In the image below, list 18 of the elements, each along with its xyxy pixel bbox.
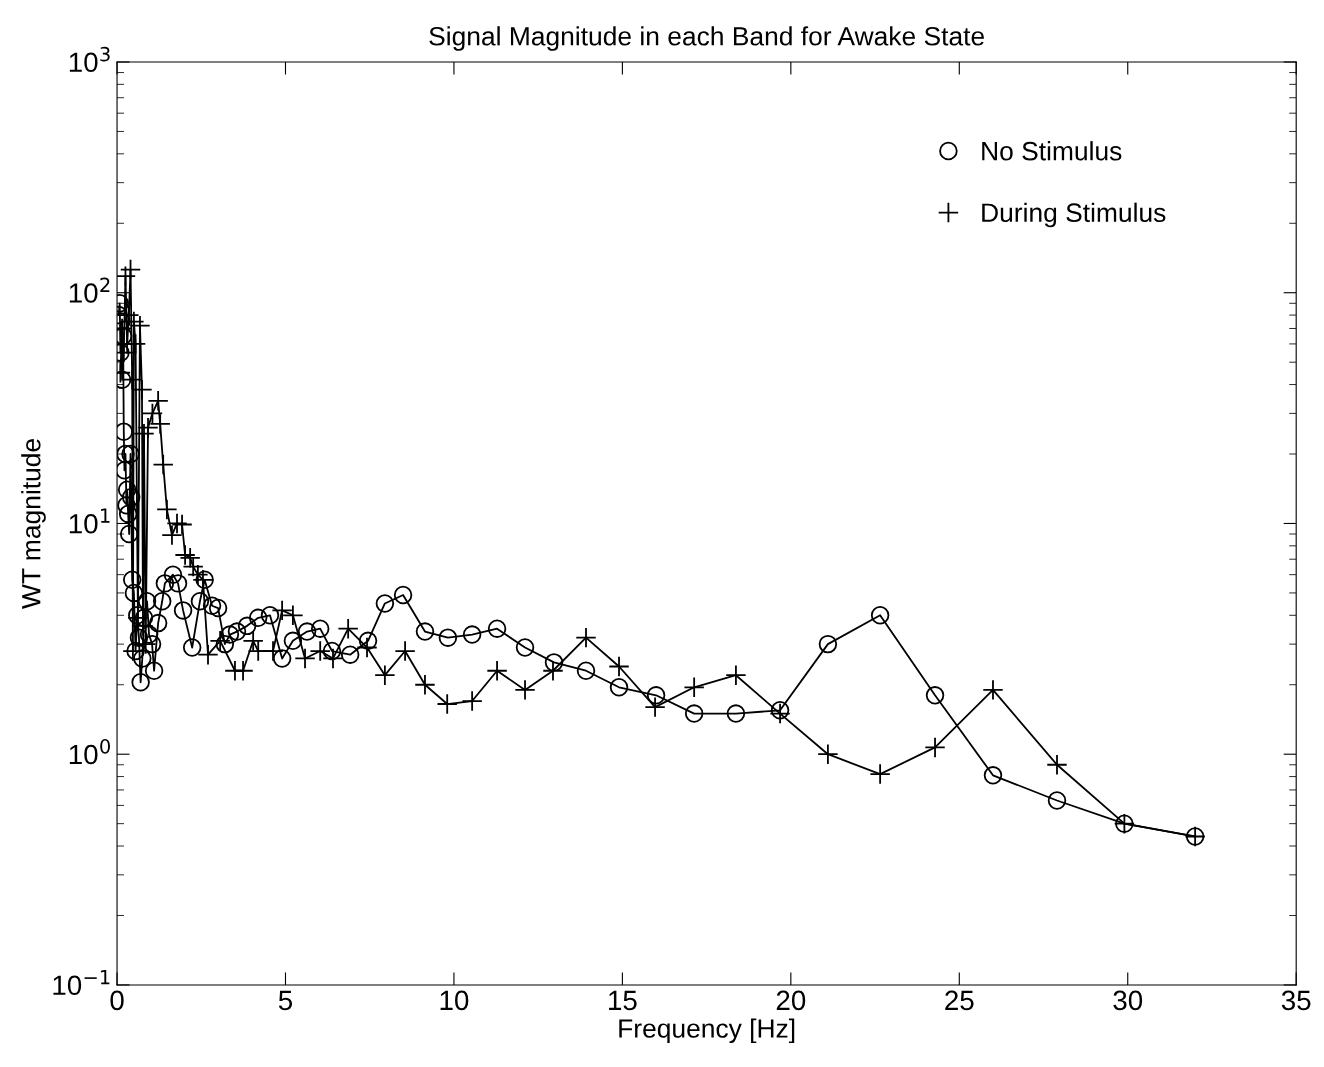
legend-label: No Stimulus [982, 141, 1122, 161]
x-tick-label: 5 [278, 990, 293, 1011]
x-tick-label: 15 [609, 990, 637, 1011]
y-tick-label: 10$^{0}$ [69, 739, 110, 765]
y-tick-label: 10$^{1}$ [69, 508, 110, 534]
x-axis-title: Frequency [Hz] [619, 1018, 795, 1044]
x-tick-label: 25 [945, 990, 974, 1011]
x-tick-label: 30 [1113, 990, 1143, 1011]
x-tick-label: 20 [776, 990, 806, 1011]
x-tick-label: 35 [1281, 990, 1311, 1011]
y-axis-title: WT magnitude [21, 439, 46, 609]
y-tick-label: 10$^{3}$ [69, 46, 110, 73]
legend-label: During Stimulus [982, 202, 1166, 228]
y-tick-label: 10$^{2}$ [69, 277, 110, 303]
x-tick-label: 10 [440, 990, 469, 1011]
x-tick-label: 0 [110, 990, 124, 1011]
y-tick-label: 10$^{−1}$ [53, 970, 110, 996]
chart-title: Signal Magnitude in each Band for Awake State [429, 26, 984, 51]
